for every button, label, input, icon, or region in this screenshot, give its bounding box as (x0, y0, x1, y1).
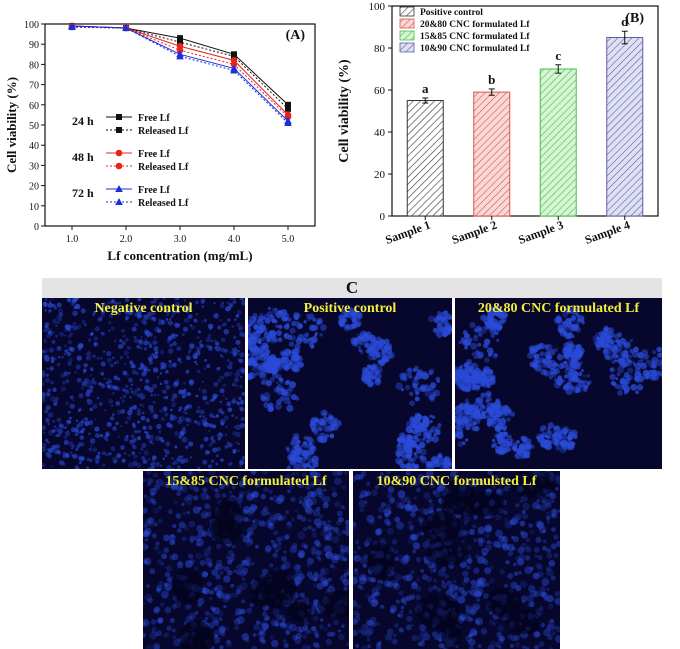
bar-chart-panel-b: 0 20 40 60 80 100 Cell viability (%) (B) a Sample… (337, 1, 659, 247)
legend-time-label: 72 h (72, 186, 94, 200)
micrograph-texture (248, 306, 452, 469)
legend-marker (115, 162, 123, 170)
micrograph-15-85-cnc: 15&85 CNC formulated Lf (143, 471, 349, 649)
legend-marker (115, 198, 123, 205)
bar (473, 91, 511, 217)
micrograph-negative-control: Negative control (42, 298, 245, 469)
legend-swatch (399, 30, 415, 41)
data-point (122, 24, 130, 32)
y-axis-label: Cell viability (%) (337, 59, 352, 163)
x-tick-label: 1.0 (66, 234, 79, 245)
y-tick-label: 10 (29, 202, 39, 213)
data-point (230, 61, 238, 68)
x-axis-label: Lf concentration (mg/mL) (107, 248, 252, 262)
data-point (68, 23, 76, 31)
y-tick-label: 80 (29, 60, 39, 71)
y-tick-label: 60 (29, 101, 39, 112)
micrograph-texture (42, 298, 245, 469)
micrograph-20-80-cnc: 20&80 CNC formulated Lf (455, 298, 662, 469)
y-tick-label: 0 (380, 211, 386, 223)
data-point (285, 105, 291, 112)
data-point (177, 35, 183, 42)
data-point (176, 52, 184, 60)
significance-letter: c (555, 48, 561, 63)
y-tick-label: 70 (29, 81, 39, 92)
legend-time-label: 24 h (72, 114, 94, 128)
micrograph-texture (353, 471, 560, 649)
y-tick-label: 50 (29, 121, 39, 132)
micrograph-positive-control: Positive control (248, 298, 452, 469)
line-chart-panel-a: 0 10 20 30 40 50 60 70 80 90 100 1.0 2.0 3.0 4.0 5.0 Lf … (4, 20, 316, 262)
y-tick-label: 40 (374, 127, 386, 139)
legend-swatch (399, 6, 415, 17)
legend-entry: Released Lf (138, 162, 189, 173)
micrograph-label: 20&80 CNC formulated Lf (477, 301, 640, 316)
y-tick-label: 60 (374, 85, 386, 97)
significance-letter: d (621, 14, 629, 29)
legend-marker (116, 114, 122, 120)
plot-frame (391, 5, 659, 217)
data-point (176, 46, 184, 54)
legend-time-label: 48 h (72, 150, 94, 164)
y-tick-label: 100 (24, 20, 39, 31)
micrograph-texture (455, 305, 662, 460)
legend-entry: Free Lf (138, 113, 170, 124)
y-tick-label: 0 (34, 222, 39, 233)
micrograph-label: 10&90 CNC formulsted Lf (376, 474, 537, 489)
x-tick-label: 2.0 (120, 234, 133, 245)
x-tick-label: Sample 2 (450, 218, 499, 247)
panel-label: (A) (286, 28, 306, 43)
legend-entry: Free Lf (138, 149, 170, 160)
data-point (230, 66, 238, 74)
panel-c-title: C (345, 278, 359, 297)
y-tick-label: 20 (29, 182, 39, 193)
data-point (284, 113, 292, 121)
micrograph-10-90-cnc: 10&90 CNC formulsted Lf (353, 471, 560, 649)
micrograph-label: Negative control (94, 301, 193, 316)
legend-swatch (399, 42, 415, 53)
panel-label: (B) (625, 11, 644, 26)
x-tick-label: 3.0 (174, 234, 187, 245)
bar (606, 37, 644, 217)
legend-marker (115, 149, 123, 157)
legend-entry: 10&90 CNC formulated Lf (420, 44, 530, 54)
x-tick-label: Sample 3 (516, 218, 565, 247)
data-point (177, 39, 183, 46)
x-tick-label: Sample 4 (583, 218, 632, 247)
micrograph-label: Positive control (303, 301, 397, 316)
y-tick-label: 80 (374, 43, 386, 55)
legend-entry: 20&80 CNC formulated Lf (420, 20, 530, 30)
significance-letter: a (422, 81, 429, 96)
data-point (284, 118, 292, 126)
legend-entry: Released Lf (138, 198, 189, 209)
y-tick-label: 40 (29, 141, 39, 152)
x-tick-label: 5.0 (282, 234, 295, 245)
y-axis-label: Cell viability (%) (4, 77, 19, 173)
legend-entry: Positive control (420, 8, 483, 18)
y-tick-label: 90 (29, 40, 39, 51)
significance-letter: b (488, 72, 495, 87)
data-point (231, 53, 237, 60)
legend-marker (115, 185, 123, 192)
y-tick-label: 20 (374, 169, 386, 181)
micrograph-label: 15&85 CNC formulated Lf (165, 474, 327, 489)
bar (539, 68, 577, 217)
micrograph-texture (143, 471, 349, 649)
series-line (71, 26, 289, 124)
legend-marker (116, 127, 122, 133)
y-tick-label: 100 (369, 1, 386, 13)
legend-swatch (399, 18, 415, 29)
y-tick-label: 30 (29, 161, 39, 172)
legend-entry: Free Lf (138, 185, 170, 196)
legend-entry: Released Lf (138, 126, 189, 137)
bar (406, 100, 444, 217)
legend-entry: 15&85 CNC formulated Lf (420, 32, 530, 42)
x-tick-label: Sample 1 (383, 218, 432, 247)
data-point (285, 101, 291, 108)
panel-c-header: C (42, 278, 662, 298)
x-tick-label: 4.0 (228, 234, 241, 245)
